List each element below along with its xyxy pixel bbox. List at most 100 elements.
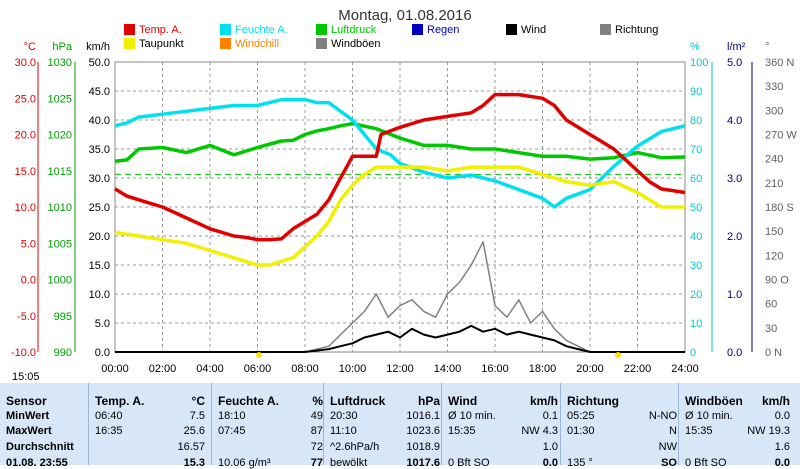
pressure-axis-tick: 1030: [48, 57, 72, 69]
legend-label: Wind: [521, 24, 546, 36]
stat-value: 49: [310, 410, 323, 422]
x-tick-label: 02:00: [149, 363, 177, 375]
x-tick-label: 12:00: [386, 363, 414, 375]
column-separator: [323, 383, 324, 465]
wind-axis-tick: 10.0: [89, 289, 110, 301]
direction-axis-tick: 210: [765, 178, 783, 190]
wind-axis-tick: 20.0: [89, 231, 110, 243]
legend-label: Windchill: [235, 38, 279, 50]
direction-axis-tick: 150: [765, 226, 783, 238]
column-separator: [88, 383, 89, 465]
row-label: MinWert: [6, 410, 50, 422]
row-label: Sensor: [6, 394, 47, 408]
stat-value: 72: [310, 441, 323, 453]
direction-axis-tick: 90 O: [765, 275, 789, 287]
pressure-axis-tick: 1025: [48, 93, 72, 105]
legend-swatch: [220, 24, 231, 35]
direction-axis-tick: 330: [765, 81, 783, 93]
column-header: Richtung: [567, 394, 619, 408]
rain-axis-tick: 5.0: [727, 57, 742, 69]
stat-time: 07:45: [218, 425, 246, 437]
stat-value: 1017.6: [406, 457, 440, 469]
wind-axis-tick: 0.0: [95, 347, 110, 359]
wind-axis-unit: km/h: [86, 41, 110, 53]
stat-time: 06:40: [95, 410, 123, 422]
series-line-wind: [115, 324, 685, 353]
temp-axis-tick: 10.0: [15, 202, 36, 214]
column-unit: hPa: [417, 394, 440, 408]
humidity-axis-unit: %: [690, 41, 700, 53]
temp-axis-tick: 0.0: [21, 275, 36, 287]
legend-swatch: [600, 24, 611, 35]
rain-axis-tick: 1.0: [727, 289, 742, 301]
rain-axis-tick: 0.0: [727, 347, 742, 359]
x-tick-label: 04:00: [196, 363, 224, 375]
current-time-label: 15:05: [12, 371, 40, 383]
legend-swatch: [124, 24, 135, 35]
direction-axis-tick: 120: [765, 250, 783, 262]
wind-axis-tick: 25.0: [89, 202, 110, 214]
column-unit: km/h: [529, 394, 558, 408]
stat-value: 87: [310, 425, 323, 437]
stat-time: 15:35: [448, 425, 476, 437]
temp-axis-tick: -5.0: [17, 311, 36, 323]
chart-title: Montag, 01.08.2016: [338, 7, 471, 24]
humidity-axis-tick: 20: [690, 289, 702, 301]
direction-axis-tick: 240: [765, 154, 783, 166]
weather-chart: Montag, 01.08.2016 Temp. A. Feuchte A. Luft…: [11, 7, 797, 375]
temp-axis-tick: 20.0: [15, 130, 36, 142]
stat-value: NW 4.3: [521, 425, 558, 437]
pressure-axis-tick: 1005: [48, 238, 72, 250]
x-tick-label: 18:00: [529, 363, 557, 375]
sunset-marker: [615, 352, 621, 358]
pressure-axis-tick: 1010: [48, 202, 72, 214]
humidity-axis-tick: 100: [690, 57, 708, 69]
legend-label: Feuchte A.: [235, 24, 288, 36]
pressure-axis-tick: 1015: [48, 166, 72, 178]
x-tick-label: 24:00: [671, 363, 699, 375]
column-header: Feuchte A.: [218, 394, 279, 408]
legend-label: Regen: [427, 24, 459, 36]
pressure-axis-tick: 995: [54, 311, 72, 323]
stat-time: Ø 10 min.: [685, 410, 733, 422]
sunrise-marker: [256, 352, 262, 358]
temp-axis-tick: 25.0: [15, 93, 36, 105]
series-line-taupunkt: [114, 165, 685, 267]
stat-time: 01:30: [567, 425, 595, 437]
stat-value: 77: [310, 457, 323, 469]
x-tick-label: 08:00: [291, 363, 319, 375]
series-line-feuchte-a-: [114, 97, 686, 209]
wind-axis-tick: 50.0: [89, 57, 110, 69]
stat-value: SO: [661, 457, 677, 469]
row-label: MaxWert: [6, 425, 52, 437]
series-line-windböen: [115, 241, 685, 353]
legend-label: Taupunkt: [139, 38, 184, 50]
stat-time: 18:10: [218, 410, 246, 422]
column-separator: [211, 383, 212, 465]
stat-value: 0.0: [542, 457, 558, 469]
rain-axis-tick: 4.0: [727, 115, 742, 127]
pressure-axis-tick: 1000: [48, 275, 72, 287]
direction-axis-tick: 300: [765, 105, 783, 117]
pressure-axis-tick: 990: [54, 347, 72, 359]
stat-value: N: [669, 425, 677, 437]
x-tick-label: 16:00: [481, 363, 509, 375]
pressure-axis-tick: 1020: [48, 130, 72, 142]
temp-axis-tick: -10.0: [11, 347, 36, 359]
stat-time: 16:35: [95, 425, 123, 437]
column-header: Wind: [448, 394, 478, 408]
legend-label: Richtung: [615, 24, 658, 36]
column-unit: %: [312, 394, 323, 408]
stat-value: 1.6: [774, 441, 790, 453]
direction-axis-tick: 0 N: [765, 347, 782, 359]
direction-axis-tick: 180 S: [765, 202, 794, 214]
column-header: Luftdruck: [330, 394, 386, 408]
humidity-axis-tick: 80: [690, 115, 702, 127]
column-header: Temp. A.: [95, 394, 145, 408]
x-tick-label: 00:00: [101, 363, 129, 375]
stat-value: 0.1: [542, 410, 558, 422]
stat-value: 0.0: [774, 410, 790, 422]
humidity-axis-tick: 30: [690, 260, 702, 272]
x-tick-label: 06:00: [244, 363, 272, 375]
wind-axis-tick: 45.0: [89, 86, 110, 98]
